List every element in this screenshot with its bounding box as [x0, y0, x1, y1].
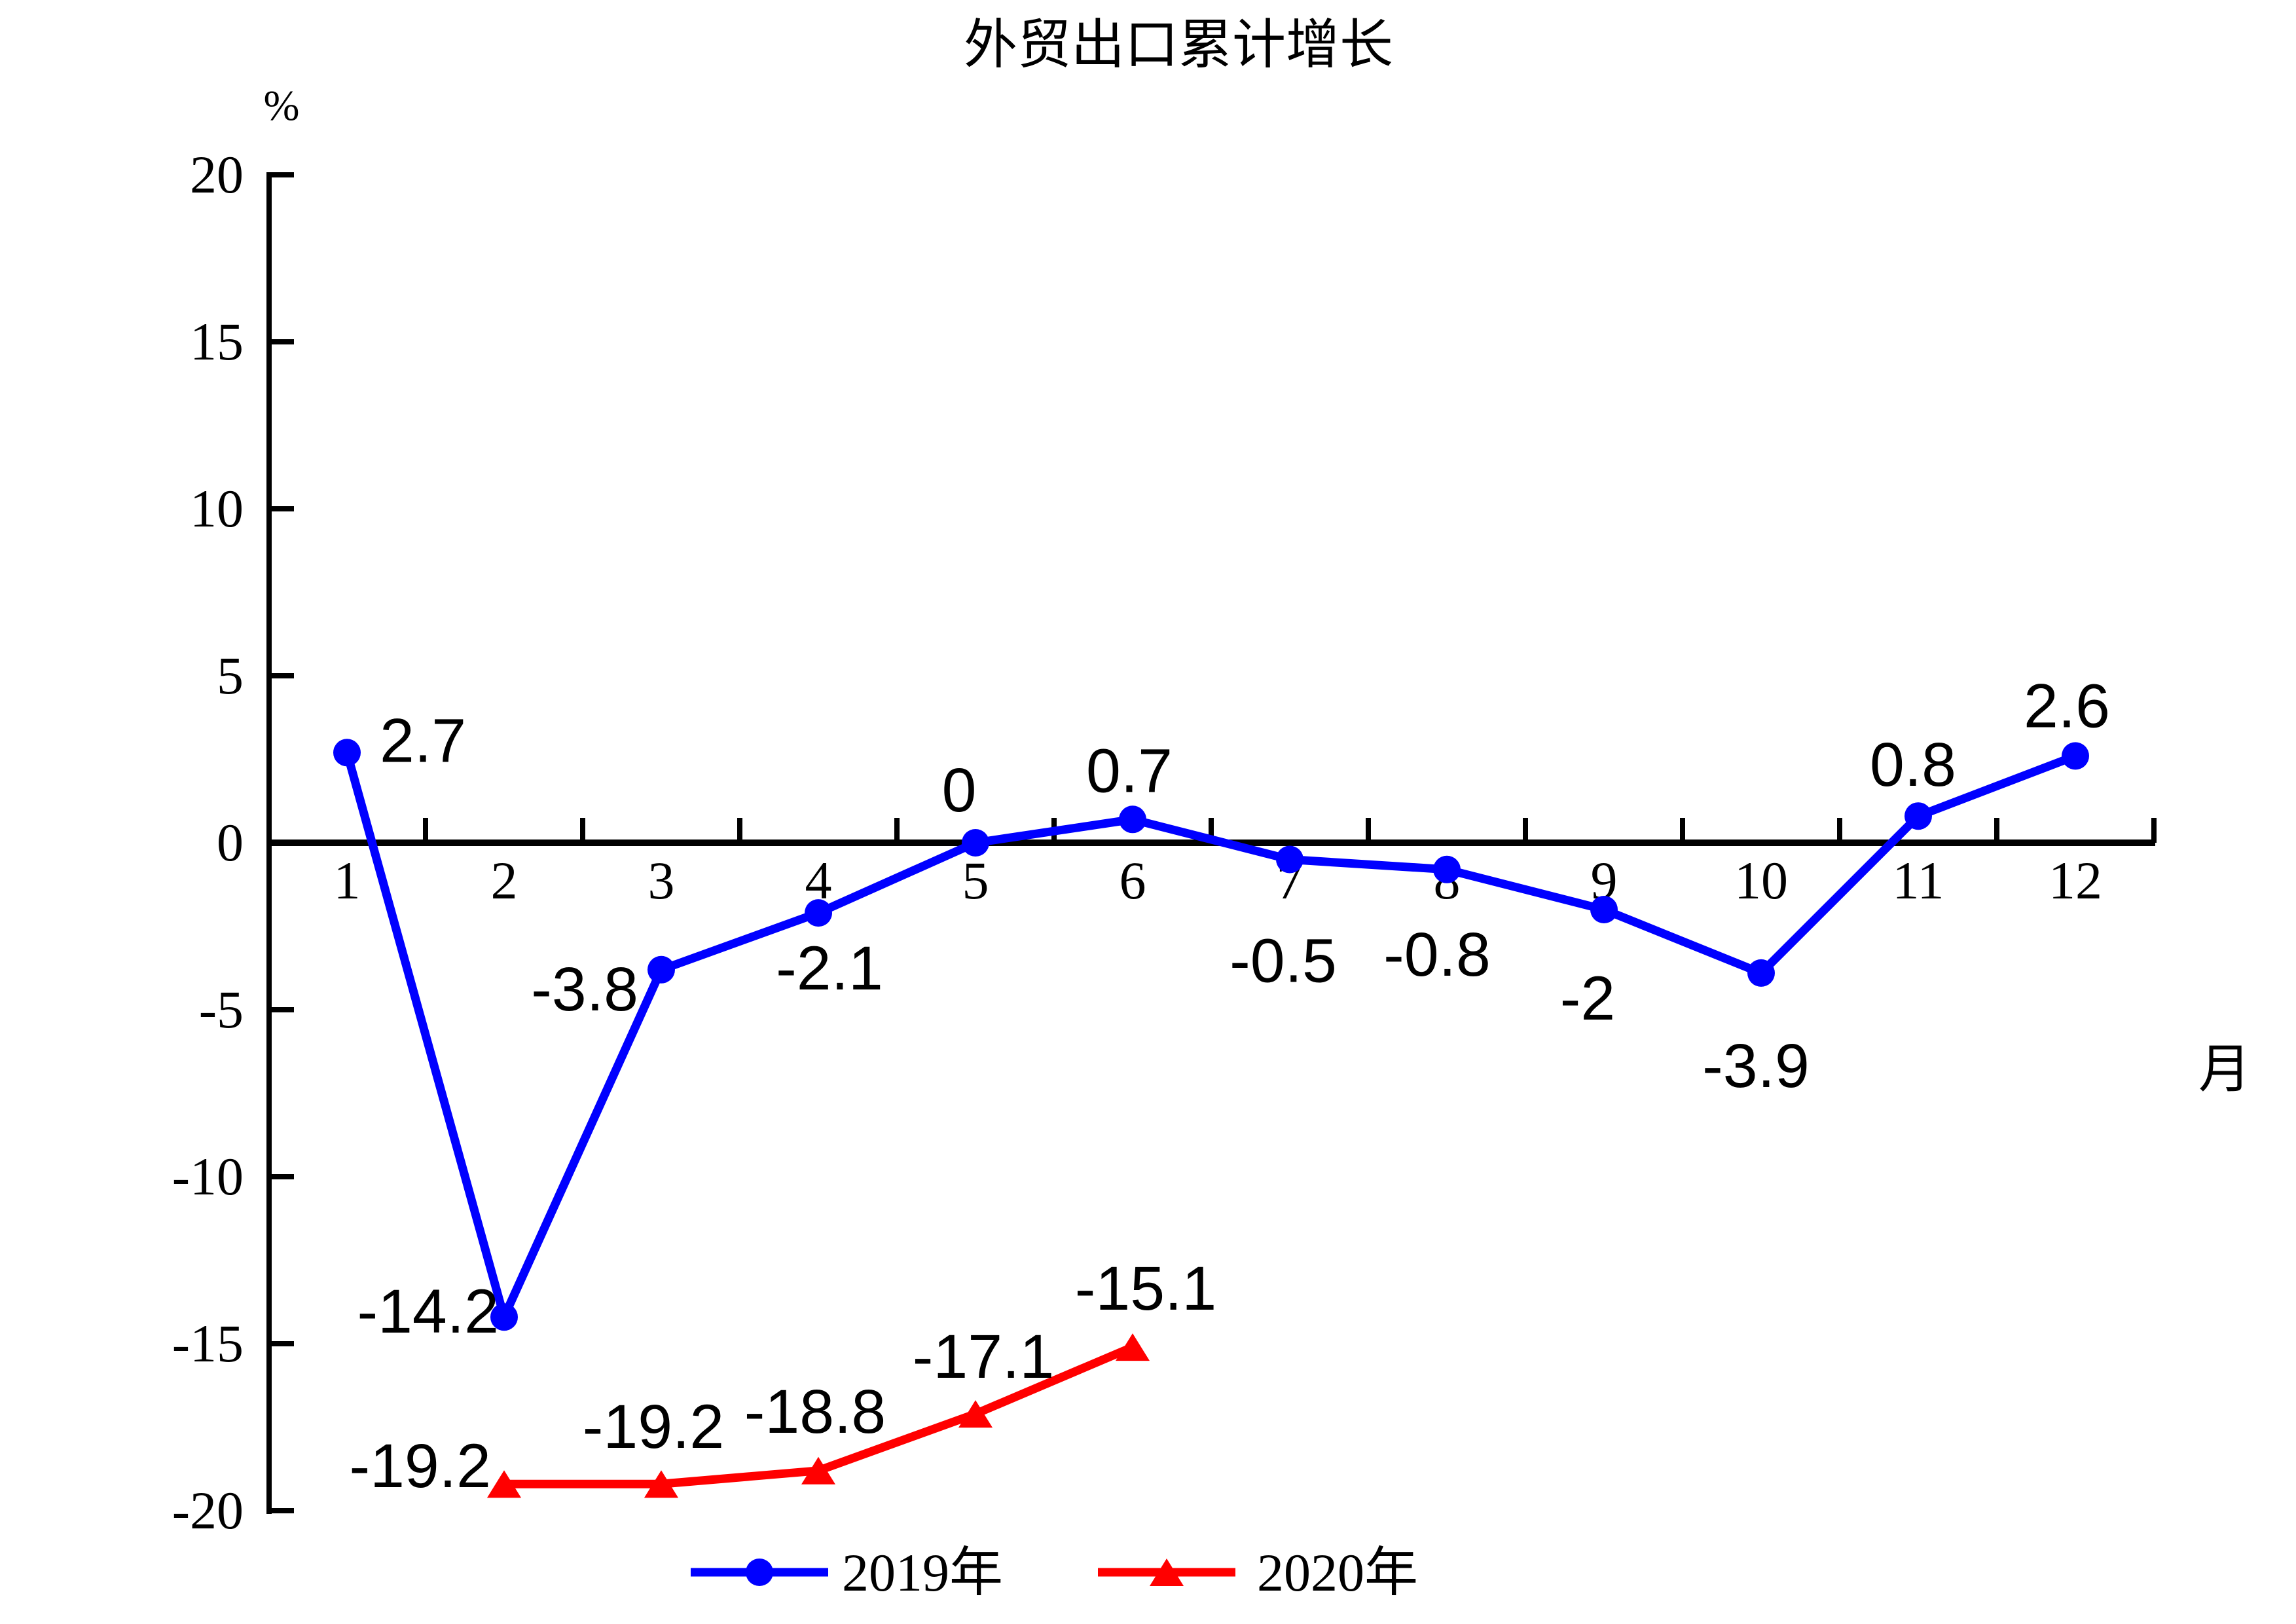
- data-label-2019年-m5: 0: [942, 756, 977, 825]
- y-axis-tick-labels: 20 15 10 5 0 -5 -10 -15 -20: [172, 145, 244, 1540]
- data-label-2020年-m2: -19.2: [349, 1431, 491, 1501]
- legend-item-2020: 2020年: [1098, 1543, 1418, 1602]
- x-tick-label-month-5: 5: [962, 851, 989, 910]
- chart-title: 外贸出口累计增长: [964, 15, 1393, 75]
- data-point-2020年-m2: [487, 1470, 521, 1498]
- y-tick-label-15: 15: [190, 312, 244, 371]
- data-point-2019年-m11: [1904, 802, 1932, 830]
- data-label-2019年-m7: -0.5: [1230, 927, 1337, 996]
- x-axis-ticks: [423, 818, 2157, 843]
- legend-item-2019: 2019年: [691, 1543, 1003, 1602]
- legend-2019-circle-icon: [746, 1559, 773, 1586]
- data-point-2019年-m6: [1119, 805, 1146, 834]
- data-point-2020年-m3: [644, 1470, 678, 1498]
- data-label-2019年-m12: 2.6: [2024, 671, 2110, 741]
- data-label-2020年-m5: -17.1: [913, 1322, 1055, 1392]
- x-tick-label-month-2: 2: [491, 851, 518, 910]
- data-point-labels: 2.7 -14.2 -3.8 -2.1 0 0.7 -0.5 -0.8 -2 -3.9 0.8 2.6…: [349, 671, 2110, 1501]
- data-label-2019年-m6: 0.7: [1086, 736, 1173, 805]
- data-point-2020年-m5: [958, 1400, 993, 1428]
- data-point-2020年-m4: [801, 1456, 835, 1485]
- data-label-2019年-m10: -3.9: [1702, 1031, 1810, 1101]
- data-point-2020年-m6: [1116, 1333, 1150, 1361]
- data-point-2019年-m1: [333, 739, 361, 767]
- y-tick-label-0: 0: [217, 813, 244, 872]
- data-label-2020年-m6: -15.1: [1075, 1254, 1217, 1323]
- data-point-2019年-m9: [1590, 896, 1618, 923]
- x-tick-label-month-1: 1: [334, 851, 361, 910]
- x-tick-label-month-12: 12: [2049, 851, 2102, 910]
- data-point-2019年-m8: [1433, 855, 1461, 883]
- x-tick-label-month-10: 10: [1734, 851, 1788, 910]
- series-markers: [333, 739, 2089, 1498]
- y-axis-ticks: [269, 172, 294, 1513]
- data-label-2019年-m9: -2: [1560, 964, 1615, 1033]
- y-tick-label-10: 10: [190, 479, 244, 538]
- y-tick-label--15: -15: [172, 1314, 244, 1373]
- data-label-2019年-m1: 2.7: [380, 706, 466, 775]
- series-line-2019年: [342, 748, 2080, 1321]
- x-tick-label-month-3: 3: [648, 851, 675, 910]
- y-axis-unit-label: %: [264, 82, 300, 130]
- legend: 2019年 2020年: [691, 1543, 1418, 1602]
- x-tick-label-month-6: 6: [1120, 851, 1146, 910]
- legend-2019-label: 2019年: [842, 1543, 1003, 1602]
- y-tick-label-5: 5: [217, 646, 244, 705]
- data-label-2020年-m4: -18.8: [744, 1377, 886, 1447]
- legend-2020-label: 2020年: [1257, 1543, 1418, 1602]
- data-label-2019年-m8: -0.8: [1383, 920, 1491, 989]
- y-tick-label--20: -20: [172, 1481, 244, 1540]
- data-label-2019年-m2: -14.2: [357, 1277, 499, 1346]
- series-lines: [342, 748, 2080, 1488]
- data-point-2019年-m5: [962, 829, 989, 857]
- x-tick-label-month-11: 11: [1893, 851, 1944, 910]
- data-label-2020年-m3: -19.2: [583, 1392, 725, 1462]
- data-label-2019年-m11: 0.8: [1870, 730, 1956, 800]
- data-point-2019年-m2: [490, 1303, 518, 1331]
- data-point-2019年-m4: [805, 899, 832, 927]
- legend-2020-triangle-icon: [1150, 1559, 1184, 1586]
- y-tick-label--10: -10: [172, 1147, 244, 1206]
- x-axis-label: 月: [2198, 1041, 2251, 1099]
- data-point-2019年-m7: [1276, 845, 1303, 874]
- data-point-2019年-m3: [647, 955, 675, 984]
- data-point-2019年-m10: [1747, 959, 1775, 987]
- data-point-2019年-m12: [2062, 742, 2089, 770]
- y-tick-label-20: 20: [190, 145, 244, 204]
- y-tick-label--5: -5: [199, 980, 244, 1039]
- data-label-2019年-m3: -3.8: [531, 955, 638, 1024]
- data-label-2019年-m4: -2.1: [776, 934, 883, 1003]
